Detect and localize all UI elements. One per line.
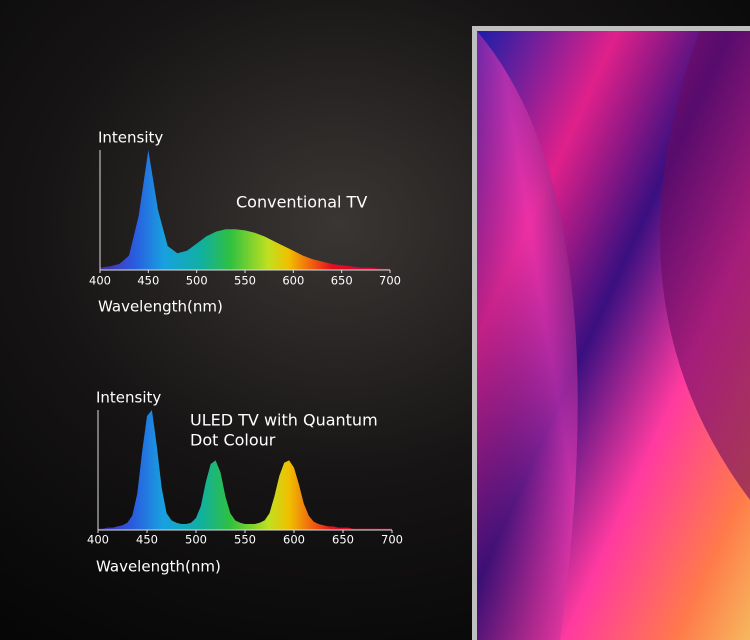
tv-swirl [660,31,750,500]
tv-swirl [477,31,578,640]
x-tick-label: 500 [186,274,208,288]
x-tick-label: 700 [381,533,403,547]
x-tick-label: 400 [89,274,111,288]
x-tick-label: 450 [137,274,159,288]
x-tick-label: 600 [283,533,305,547]
x-tick-label: 650 [332,533,354,547]
annotation: Conventional TV [236,193,367,212]
x-tick-label: 550 [234,274,256,288]
y-axis-label: Intensity [98,129,163,147]
x-tick-label: 400 [87,533,109,547]
y-axis-label: Intensity [96,389,161,407]
x-tick-label: 500 [185,533,207,547]
x-tick-label: 650 [331,274,353,288]
x-tick-label: 600 [282,274,304,288]
spectrum-area [98,410,392,530]
x-axis-label: Wavelength(nm) [98,298,223,316]
annotation: ULED TV with Quantum [190,411,378,430]
spectrum-area [100,150,390,270]
annotation: Dot Colour [190,431,276,450]
x-tick-label: 700 [379,274,401,288]
x-tick-label: 550 [234,533,256,547]
x-tick-label: 450 [136,533,158,547]
x-axis-label: Wavelength(nm) [96,558,221,576]
